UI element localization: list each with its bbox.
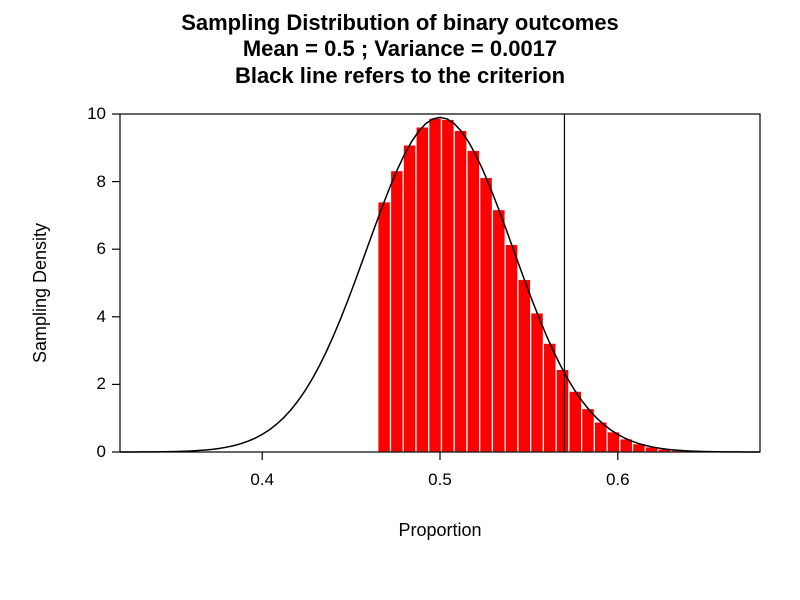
x-axis-label: Proportion (390, 520, 490, 541)
x-tick-label: 0.4 (237, 470, 287, 490)
chart-container: { "chart": { "type": "density-with-shade… (0, 0, 800, 600)
y-tick-label: 10 (66, 104, 106, 124)
chart-title: Sampling Distribution of binary outcomes… (0, 10, 800, 89)
chart-title-line: Mean = 0.5 ; Variance = 0.0017 (0, 36, 800, 62)
x-tick-label: 0.6 (593, 470, 643, 490)
y-tick-label: 0 (66, 442, 106, 462)
x-tick-label: 0.5 (415, 470, 465, 490)
plot-svg (0, 0, 800, 600)
y-tick-label: 8 (66, 172, 106, 192)
y-tick-label: 4 (66, 307, 106, 327)
chart-title-line: Black line refers to the criterion (0, 63, 800, 89)
chart-title-line: Sampling Distribution of binary outcomes (0, 10, 800, 36)
y-tick-label: 6 (66, 239, 106, 259)
y-tick-label: 2 (66, 374, 106, 394)
y-axis-label: Sampling Density (30, 223, 51, 363)
